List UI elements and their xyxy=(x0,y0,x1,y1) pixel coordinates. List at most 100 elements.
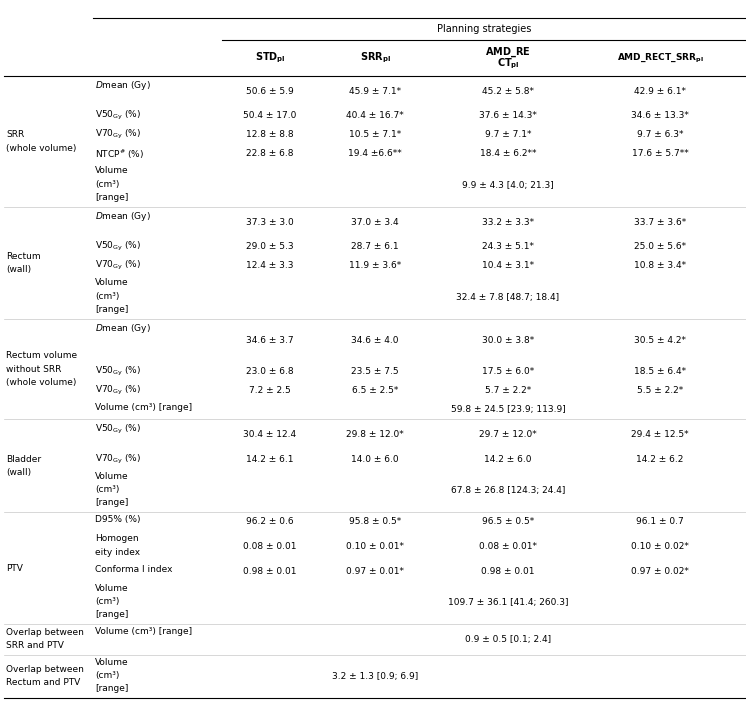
Text: (cm³): (cm³) xyxy=(95,180,119,188)
Text: 34.6 ± 4.0: 34.6 ± 4.0 xyxy=(351,336,399,345)
Text: Volume (cm³) [range]: Volume (cm³) [range] xyxy=(95,404,192,413)
Text: 0.98 ± 0.01: 0.98 ± 0.01 xyxy=(481,566,535,576)
Text: 19.4 ±6.6**: 19.4 ±6.6** xyxy=(348,149,402,159)
Text: 29.8 ± 12.0*: 29.8 ± 12.0* xyxy=(346,430,404,439)
Text: 14.0 ± 6.0: 14.0 ± 6.0 xyxy=(351,455,399,464)
Text: 18.5 ± 6.4*: 18.5 ± 6.4* xyxy=(634,367,686,377)
Text: Volume: Volume xyxy=(95,166,128,176)
Text: (cm³): (cm³) xyxy=(95,485,119,494)
Text: eity index: eity index xyxy=(95,547,140,556)
Text: PTV: PTV xyxy=(6,564,23,573)
Text: 0.08 ± 0.01: 0.08 ± 0.01 xyxy=(243,542,297,551)
Text: Overlap between: Overlap between xyxy=(6,665,84,674)
Text: Volume: Volume xyxy=(95,583,128,593)
Text: 5.5 ± 2.2*: 5.5 ± 2.2* xyxy=(637,387,683,395)
Text: without SRR: without SRR xyxy=(6,365,61,374)
Text: 40.4 ± 16.7*: 40.4 ± 16.7* xyxy=(346,111,404,120)
Text: V50$_{\mathregular{Gy}}$ (%): V50$_{\mathregular{Gy}}$ (%) xyxy=(95,423,141,435)
Text: 59.8 ± 24.5 [23.9; 113.9]: 59.8 ± 24.5 [23.9; 113.9] xyxy=(451,406,565,414)
Text: $\it{D}$mean (Gy): $\it{D}$mean (Gy) xyxy=(95,322,151,335)
Text: $\mathbf{AMD\_RE}$: $\mathbf{AMD\_RE}$ xyxy=(485,45,531,59)
Text: Volume: Volume xyxy=(95,278,128,287)
Text: 12.4 ± 3.3: 12.4 ± 3.3 xyxy=(246,261,294,270)
Text: 14.2 ± 6.2: 14.2 ± 6.2 xyxy=(636,455,683,464)
Text: 45.2 ± 5.8*: 45.2 ± 5.8* xyxy=(482,86,534,96)
Text: 3.2 ± 1.3 [0.9; 6.9]: 3.2 ± 1.3 [0.9; 6.9] xyxy=(332,672,418,681)
Text: 37.0 ± 3.4: 37.0 ± 3.4 xyxy=(351,217,399,227)
Text: 95.8 ± 0.5*: 95.8 ± 0.5* xyxy=(349,518,401,526)
Text: (whole volume): (whole volume) xyxy=(6,144,76,152)
Text: 25.0 ± 5.6*: 25.0 ± 5.6* xyxy=(634,242,686,251)
Text: 50.6 ± 5.9: 50.6 ± 5.9 xyxy=(246,86,294,96)
Text: 30.0 ± 3.8*: 30.0 ± 3.8* xyxy=(482,336,534,345)
Text: (cm³): (cm³) xyxy=(95,597,119,606)
Text: 0.10 ± 0.02*: 0.10 ± 0.02* xyxy=(631,542,689,551)
Text: Rectum and PTV: Rectum and PTV xyxy=(6,678,81,687)
Text: 42.9 ± 6.1*: 42.9 ± 6.1* xyxy=(634,86,686,96)
Text: SRR and PTV: SRR and PTV xyxy=(6,641,64,651)
Text: Volume (cm³) [range]: Volume (cm³) [range] xyxy=(95,627,192,636)
Text: 10.4 ± 3.1*: 10.4 ± 3.1* xyxy=(482,261,534,270)
Text: 22.8 ± 6.8: 22.8 ± 6.8 xyxy=(246,149,294,159)
Text: $\mathbf{AMD\_RECT\_SRR_{pl}}$: $\mathbf{AMD\_RECT\_SRR_{pl}}$ xyxy=(617,52,703,64)
Text: 10.5 ± 7.1*: 10.5 ± 7.1* xyxy=(349,130,401,139)
Text: 30.5 ± 4.2*: 30.5 ± 4.2* xyxy=(634,336,686,345)
Text: 109.7 ± 36.1 [41.4; 260.3]: 109.7 ± 36.1 [41.4; 260.3] xyxy=(448,598,568,607)
Text: [range]: [range] xyxy=(95,684,128,693)
Text: V70$_{\mathregular{Gy}}$ (%): V70$_{\mathregular{Gy}}$ (%) xyxy=(95,259,141,273)
Text: 37.3 ± 3.0: 37.3 ± 3.0 xyxy=(246,217,294,227)
Text: 37.6 ± 14.3*: 37.6 ± 14.3* xyxy=(479,111,537,120)
Text: V50$_{\mathregular{Gy}}$ (%): V50$_{\mathregular{Gy}}$ (%) xyxy=(95,109,141,122)
Text: 30.4 ± 12.4: 30.4 ± 12.4 xyxy=(243,430,297,439)
Text: 0.10 ± 0.01*: 0.10 ± 0.01* xyxy=(346,542,404,551)
Text: $\mathbf{CT_{pl}}$: $\mathbf{CT_{pl}}$ xyxy=(497,57,519,72)
Text: (cm³): (cm³) xyxy=(95,292,119,300)
Text: D95% (%): D95% (%) xyxy=(95,515,140,525)
Text: NTCP$^{\#}$ (%): NTCP$^{\#}$ (%) xyxy=(95,147,144,161)
Text: 17.6 ± 5.7**: 17.6 ± 5.7** xyxy=(632,149,689,159)
Text: Rectum volume: Rectum volume xyxy=(6,351,77,360)
Text: 28.7 ± 6.1: 28.7 ± 6.1 xyxy=(351,242,399,251)
Text: $\it{D}$mean (Gy): $\it{D}$mean (Gy) xyxy=(95,210,151,223)
Text: 96.2 ± 0.6: 96.2 ± 0.6 xyxy=(246,518,294,526)
Text: 7.2 ± 2.5: 7.2 ± 2.5 xyxy=(249,387,291,395)
Text: Conforma l index: Conforma l index xyxy=(95,565,172,573)
Text: Overlap between: Overlap between xyxy=(6,628,84,637)
Text: 12.8 ± 8.8: 12.8 ± 8.8 xyxy=(246,130,294,139)
Text: [range]: [range] xyxy=(95,498,128,507)
Text: 33.7 ± 3.6*: 33.7 ± 3.6* xyxy=(634,217,686,227)
Text: V50$_{\mathregular{Gy}}$ (%): V50$_{\mathregular{Gy}}$ (%) xyxy=(95,240,141,253)
Text: 24.3 ± 5.1*: 24.3 ± 5.1* xyxy=(482,242,534,251)
Text: 32.4 ± 7.8 [48.7; 18.4]: 32.4 ± 7.8 [48.7; 18.4] xyxy=(457,292,560,302)
Text: 34.6 ± 13.3*: 34.6 ± 13.3* xyxy=(631,111,689,120)
Text: 14.2 ± 6.1: 14.2 ± 6.1 xyxy=(246,455,294,464)
Text: 14.2 ± 6.0: 14.2 ± 6.0 xyxy=(484,455,532,464)
Text: Homogen: Homogen xyxy=(95,535,139,543)
Text: 33.2 ± 3.3*: 33.2 ± 3.3* xyxy=(482,217,534,227)
Text: 0.98 ± 0.01: 0.98 ± 0.01 xyxy=(243,566,297,576)
Text: $\it{D}$mean (Gy): $\it{D}$mean (Gy) xyxy=(95,79,151,92)
Text: 9.7 ± 7.1*: 9.7 ± 7.1* xyxy=(485,130,531,139)
Text: V70$_{\mathregular{Gy}}$ (%): V70$_{\mathregular{Gy}}$ (%) xyxy=(95,128,141,142)
Text: V70$_{\mathregular{Gy}}$ (%): V70$_{\mathregular{Gy}}$ (%) xyxy=(95,453,141,466)
Text: 67.8 ± 26.8 [124.3; 24.4]: 67.8 ± 26.8 [124.3; 24.4] xyxy=(451,486,565,495)
Text: 23.5 ± 7.5: 23.5 ± 7.5 xyxy=(351,367,399,377)
Text: 34.6 ± 3.7: 34.6 ± 3.7 xyxy=(246,336,294,345)
Text: 50.4 ± 17.0: 50.4 ± 17.0 xyxy=(243,111,297,120)
Text: 29.4 ± 12.5*: 29.4 ± 12.5* xyxy=(631,430,689,439)
Text: 6.5 ± 2.5*: 6.5 ± 2.5* xyxy=(352,387,398,395)
Text: Rectum: Rectum xyxy=(6,252,40,261)
Text: 45.9 ± 7.1*: 45.9 ± 7.1* xyxy=(349,86,401,96)
Text: $\mathbf{STD_{pl}}$: $\mathbf{STD_{pl}}$ xyxy=(254,51,285,65)
Text: 5.7 ± 2.2*: 5.7 ± 2.2* xyxy=(485,387,531,395)
Text: 96.5 ± 0.5*: 96.5 ± 0.5* xyxy=(482,518,534,526)
Text: 17.5 ± 6.0*: 17.5 ± 6.0* xyxy=(482,367,534,377)
Text: [range]: [range] xyxy=(95,193,128,202)
Text: 0.97 ± 0.01*: 0.97 ± 0.01* xyxy=(346,566,404,576)
Text: $\mathbf{SRR_{pl}}$: $\mathbf{SRR_{pl}}$ xyxy=(360,51,390,65)
Text: 0.9 ± 0.5 [0.1; 2.4]: 0.9 ± 0.5 [0.1; 2.4] xyxy=(465,635,551,644)
Text: 0.97 ± 0.02*: 0.97 ± 0.02* xyxy=(631,566,689,576)
Text: (cm³): (cm³) xyxy=(95,670,119,680)
Text: 0.08 ± 0.01*: 0.08 ± 0.01* xyxy=(479,542,537,551)
Text: 18.4 ± 6.2**: 18.4 ± 6.2** xyxy=(480,149,536,159)
